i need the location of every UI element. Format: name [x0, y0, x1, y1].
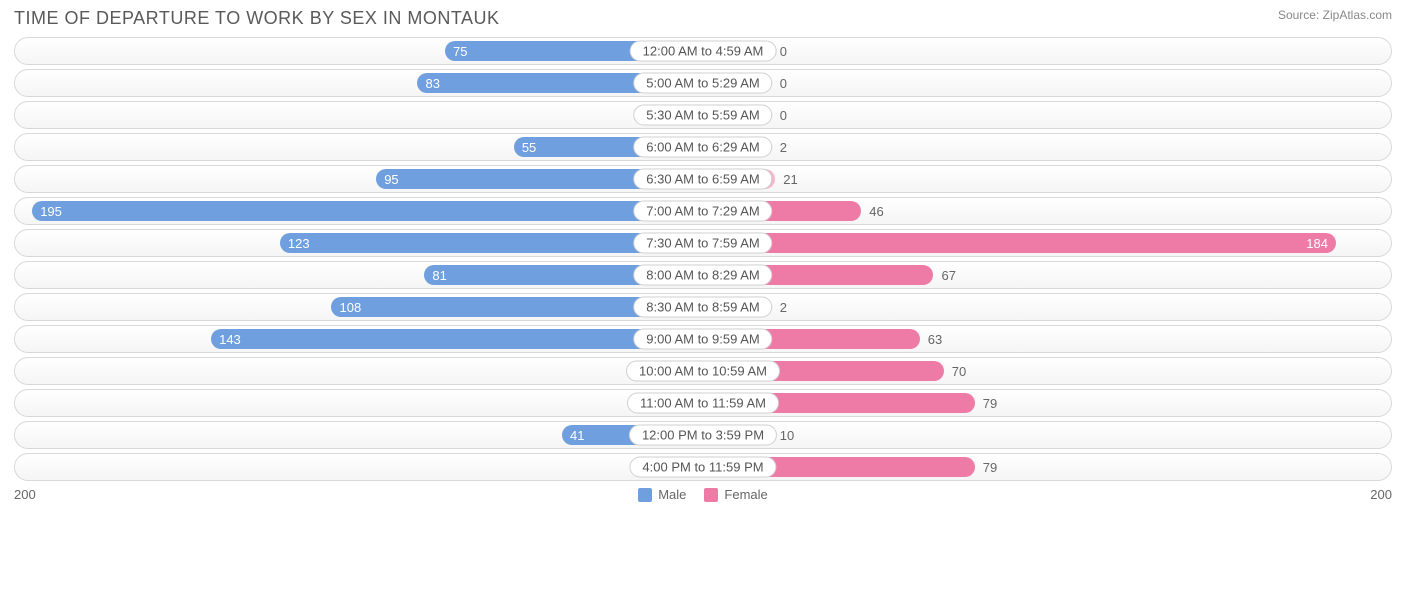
chart-row: 123 184 7:30 AM to 7:59 AM: [14, 229, 1392, 257]
female-half: 79: [703, 454, 1391, 480]
male-value-label: 95: [384, 172, 398, 187]
male-value-label: 123: [288, 236, 310, 251]
source-label: Source: ZipAtlas.com: [1278, 8, 1392, 22]
diverging-bar-chart: 75012:00 AM to 4:59 AM8305:00 AM to 5:29…: [14, 37, 1392, 481]
chart-row: 143 63 9:00 AM to 9:59 AM: [14, 325, 1392, 353]
male-half: 108: [15, 294, 703, 320]
legend-item-male: Male: [638, 487, 686, 502]
male-half: 55: [15, 134, 703, 160]
female-half: 2: [703, 134, 1391, 160]
time-range-label: 5:00 AM to 5:29 AM: [633, 73, 772, 94]
axis-max-right: 200: [1370, 487, 1392, 502]
male-half: 81: [15, 262, 703, 288]
female-value-label: 184: [1306, 236, 1328, 251]
male-half: 41: [15, 422, 703, 448]
legend-label-male: Male: [658, 487, 686, 502]
female-value-label: 79: [975, 396, 1005, 411]
time-range-label: 7:00 AM to 7:29 AM: [633, 201, 772, 222]
chart-row: 41 1012:00 PM to 3:59 PM: [14, 421, 1392, 449]
time-range-label: 8:30 AM to 8:59 AM: [633, 297, 772, 318]
female-value-label: 67: [933, 268, 963, 283]
axis-max-left: 200: [14, 487, 36, 502]
time-range-label: 6:00 AM to 6:29 AM: [633, 137, 772, 158]
male-half: 0: [15, 390, 703, 416]
male-value-label: 41: [570, 428, 584, 443]
time-range-label: 7:30 AM to 7:59 AM: [633, 233, 772, 254]
male-half: 83: [15, 70, 703, 96]
female-half: 0: [703, 38, 1391, 64]
female-half: 79: [703, 390, 1391, 416]
female-half: 0: [703, 70, 1391, 96]
female-value-label: 0: [772, 76, 795, 91]
male-value-label: 108: [339, 300, 361, 315]
female-value-label: 21: [775, 172, 805, 187]
male-value-label: 81: [432, 268, 446, 283]
male-value-label: 55: [522, 140, 536, 155]
male-value-label: 83: [425, 76, 439, 91]
male-value-label: 195: [40, 204, 62, 219]
chart-row: 0 70 10:00 AM to 10:59 AM: [14, 357, 1392, 385]
time-range-label: 9:00 AM to 9:59 AM: [633, 329, 772, 350]
legend-swatch-male: [638, 488, 652, 502]
male-half: 143: [15, 326, 703, 352]
time-range-label: 12:00 PM to 3:59 PM: [629, 425, 777, 446]
male-half: 0: [15, 358, 703, 384]
legend-item-female: Female: [704, 487, 767, 502]
female-half: 67: [703, 262, 1391, 288]
time-range-label: 12:00 AM to 4:59 AM: [630, 41, 777, 62]
chart-row: 83 05:00 AM to 5:29 AM: [14, 69, 1392, 97]
female-half: 10: [703, 422, 1391, 448]
male-value-label: 75: [453, 44, 467, 59]
chart-footer: 200 Male Female 200: [14, 487, 1392, 502]
female-value-label: 63: [920, 332, 950, 347]
male-bar: 195: [32, 201, 703, 221]
female-value-label: 70: [944, 364, 974, 379]
chart-row: 75 012:00 AM to 4:59 AM: [14, 37, 1392, 65]
legend: Male Female: [36, 487, 1371, 502]
female-half: 70: [703, 358, 1391, 384]
male-bar: 143: [211, 329, 703, 349]
time-range-label: 5:30 AM to 5:59 AM: [633, 105, 772, 126]
time-range-label: 4:00 PM to 11:59 PM: [629, 457, 776, 478]
time-range-label: 6:30 AM to 6:59 AM: [633, 169, 772, 190]
female-half: 21: [703, 166, 1391, 192]
legend-label-female: Female: [724, 487, 767, 502]
chart-row: 108 28:30 AM to 8:59 AM: [14, 293, 1392, 321]
male-value-label: 143: [219, 332, 241, 347]
female-value-label: 79: [975, 460, 1005, 475]
chart-title: TIME OF DEPARTURE TO WORK BY SEX IN MONT…: [14, 8, 500, 29]
female-half: 63: [703, 326, 1391, 352]
chart-row: 95 216:30 AM to 6:59 AM: [14, 165, 1392, 193]
time-range-label: 11:00 AM to 11:59 AM: [627, 393, 779, 414]
male-half: 95: [15, 166, 703, 192]
time-range-label: 10:00 AM to 10:59 AM: [626, 361, 780, 382]
chart-row: 19 05:30 AM to 5:59 AM: [14, 101, 1392, 129]
male-half: 19: [15, 102, 703, 128]
female-value-label: 2: [772, 140, 795, 155]
male-half: 75: [15, 38, 703, 64]
female-bar: 184: [703, 233, 1336, 253]
female-value-label: 0: [772, 108, 795, 123]
female-half: 0: [703, 102, 1391, 128]
legend-swatch-female: [704, 488, 718, 502]
male-half: 123: [15, 230, 703, 256]
male-half: 0: [15, 454, 703, 480]
female-value-label: 46: [861, 204, 891, 219]
female-value-label: 2: [772, 300, 795, 315]
chart-header: TIME OF DEPARTURE TO WORK BY SEX IN MONT…: [14, 8, 1392, 29]
chart-row: 55 26:00 AM to 6:29 AM: [14, 133, 1392, 161]
time-range-label: 8:00 AM to 8:29 AM: [633, 265, 772, 286]
chart-row: 81 67 8:00 AM to 8:29 AM: [14, 261, 1392, 289]
female-half: 46: [703, 198, 1391, 224]
female-half: 2: [703, 294, 1391, 320]
chart-row: 0 79 11:00 AM to 11:59 AM: [14, 389, 1392, 417]
chart-row: 0 79 4:00 PM to 11:59 PM: [14, 453, 1392, 481]
female-half: 184: [703, 230, 1391, 256]
chart-row: 195 46 7:00 AM to 7:29 AM: [14, 197, 1392, 225]
male-half: 195: [15, 198, 703, 224]
